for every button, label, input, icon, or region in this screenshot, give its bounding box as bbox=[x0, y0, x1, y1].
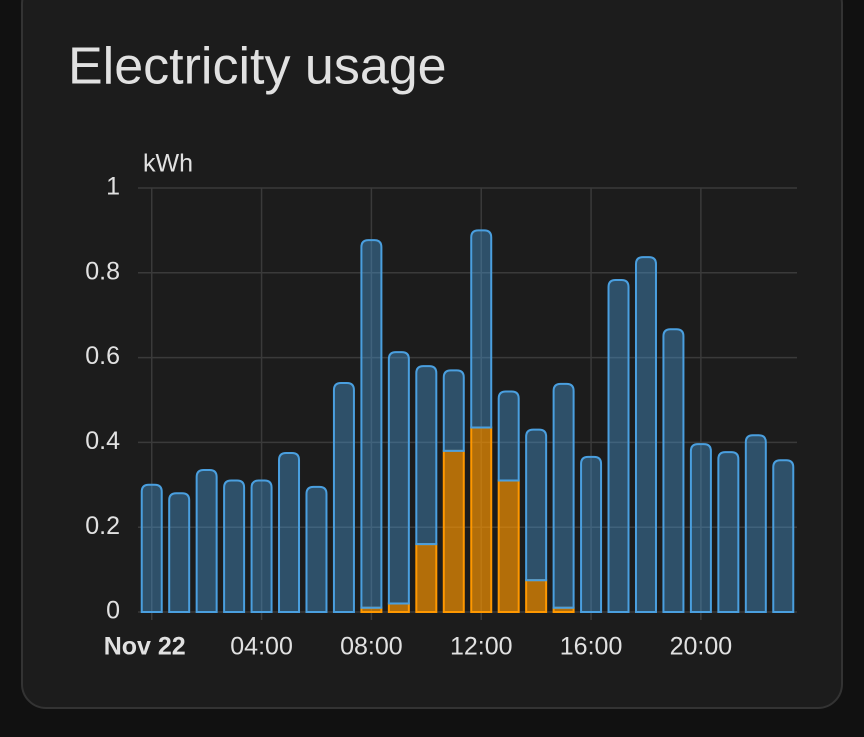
bar-segment bbox=[525, 428, 548, 582]
bar-segment bbox=[772, 459, 795, 613]
bar-segment bbox=[607, 279, 630, 613]
bar-segment bbox=[580, 455, 603, 613]
bar-segment bbox=[278, 452, 301, 613]
bar-segment bbox=[552, 382, 575, 609]
card-title: Electricity usage bbox=[68, 38, 447, 96]
bar-segment bbox=[250, 479, 273, 613]
bar-segment bbox=[140, 483, 163, 613]
y-tick-label: 0.6 bbox=[85, 342, 120, 370]
bar-segment bbox=[415, 543, 438, 613]
x-tick-label: 04:00 bbox=[230, 633, 293, 661]
bar-segment bbox=[168, 492, 191, 613]
x-tick-label: Nov 22 bbox=[104, 633, 186, 661]
y-tick-label: 0.4 bbox=[85, 427, 120, 455]
y-axis-label: kWh bbox=[143, 150, 193, 178]
bar-segment bbox=[470, 229, 493, 429]
bar-segment bbox=[223, 479, 246, 613]
card bbox=[21, 0, 843, 709]
bar-segment bbox=[195, 468, 218, 613]
bar-segment bbox=[360, 239, 383, 609]
x-tick-label: 08:00 bbox=[340, 633, 403, 661]
bar-segment bbox=[497, 390, 520, 482]
bar-segment bbox=[497, 479, 520, 613]
bar-segment bbox=[717, 451, 740, 613]
bar-segment bbox=[387, 351, 410, 605]
bar-segment bbox=[634, 256, 657, 613]
y-tick-label: 0 bbox=[106, 597, 120, 625]
bar-segment bbox=[744, 434, 767, 613]
bar-segment bbox=[415, 365, 438, 546]
bar-segment bbox=[470, 426, 493, 613]
bar-segment bbox=[332, 382, 355, 613]
y-tick-label: 0.2 bbox=[85, 512, 120, 540]
y-tick-label: 1 bbox=[106, 173, 120, 201]
bar-segment bbox=[387, 602, 410, 614]
bar-segment bbox=[442, 369, 465, 452]
x-tick-label: 20:00 bbox=[670, 633, 733, 661]
bar-segment bbox=[662, 328, 685, 613]
x-tick-label: 16:00 bbox=[560, 633, 623, 661]
bar-segment bbox=[525, 579, 548, 614]
bar-segment bbox=[305, 485, 328, 613]
y-tick-label: 0.8 bbox=[85, 257, 120, 285]
bar-segment bbox=[689, 443, 712, 613]
bar-segment bbox=[442, 449, 465, 613]
x-tick-label: 12:00 bbox=[450, 633, 513, 661]
